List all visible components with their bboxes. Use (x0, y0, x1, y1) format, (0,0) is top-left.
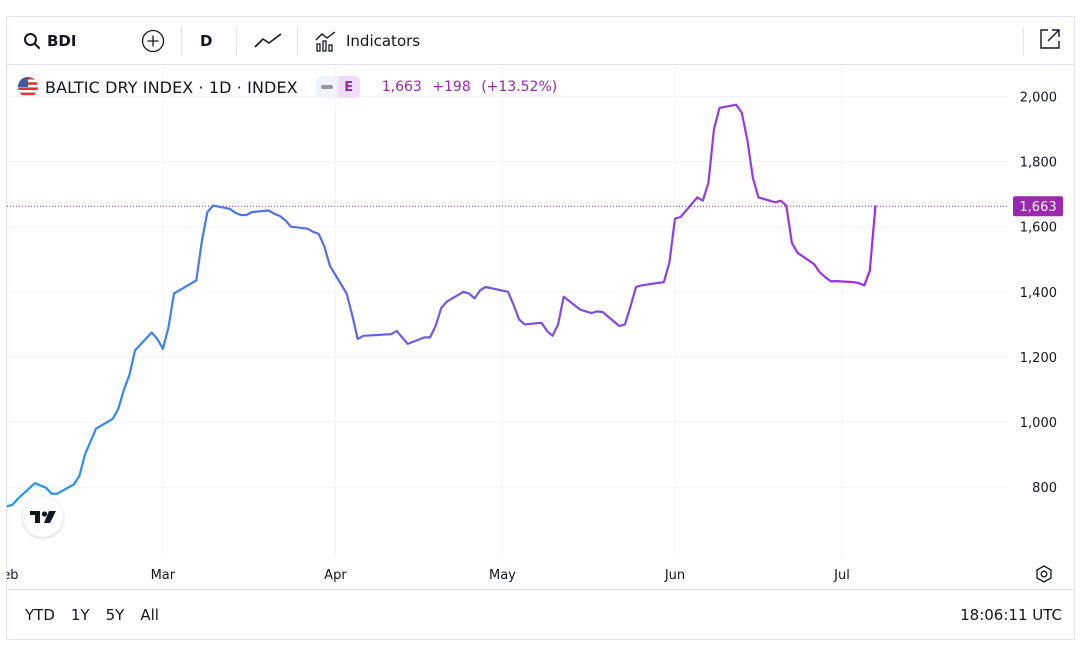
top-toolbar: BDI D Indicators (7, 17, 1074, 65)
symbol-label: BDI (47, 31, 77, 50)
interval-button[interactable]: D (200, 17, 222, 64)
toolbar-divider (236, 26, 237, 55)
line-chart-icon (254, 32, 282, 48)
bottom-toolbar: YTD 1Y 5Y All 18:06:11 UTC (7, 589, 1074, 639)
price-tag-box (1013, 196, 1063, 217)
series-line[interactable] (7, 103, 877, 508)
settings-icon-shape (1036, 565, 1052, 583)
external-link-icon (1040, 29, 1060, 49)
y-tick-label: 1,200 (1020, 351, 1057, 366)
range-ytd[interactable]: YTD (25, 605, 55, 624)
price-change: +198 (432, 79, 471, 95)
interval-label: D (200, 31, 213, 50)
indicators-icon (315, 30, 336, 52)
toolbar-divider (1023, 26, 1024, 55)
y-tick-label: 1,400 (1020, 286, 1057, 301)
x-tick-label: Feb (7, 568, 19, 583)
x-tick-label: May (489, 568, 516, 583)
y-tick-label: 2,000 (1020, 91, 1057, 106)
compare-button[interactable] (141, 17, 165, 64)
utc-clock: 18:06:11 UTC (960, 605, 1062, 624)
last-price: 1,663 (381, 79, 422, 95)
range-all[interactable]: All (140, 605, 159, 624)
price-change-percent: (+13.52%) (481, 79, 558, 95)
open-external-button[interactable] (1038, 27, 1062, 55)
tv-logo-icon (30, 511, 56, 523)
x-tick-label: Apr (324, 568, 347, 583)
y-tick-label: 1,600 (1020, 221, 1057, 236)
settings-icon-center (1040, 570, 1048, 578)
chart-title: BALTIC DRY INDEX · 1D · INDEX (45, 77, 298, 97)
legend-values: 1,663 +198 (+13.52%) (382, 79, 564, 95)
indicators-button[interactable]: Indicators (314, 17, 420, 64)
symbol-search[interactable]: BDI (23, 17, 133, 64)
chart-widget: BDI D Indicators (6, 16, 1075, 640)
legend-controls[interactable]: E (315, 76, 360, 98)
y-tick-label: 1,000 (1020, 416, 1057, 431)
indicators-label: Indicators (346, 31, 421, 50)
tradingview-logo[interactable] (23, 497, 63, 537)
x-tick-label: Jul (833, 568, 850, 583)
toolbar-divider (297, 26, 298, 55)
settings-icon[interactable] (1036, 565, 1052, 583)
us-flag-icon (18, 77, 38, 97)
search-icon (24, 32, 40, 49)
toolbar-divider (181, 26, 182, 55)
y-tick-label: 800 (1032, 481, 1057, 496)
exchange-badge: E (337, 76, 360, 98)
price-tag-label: 1,663 (1019, 200, 1056, 215)
price-chart[interactable]: 800 1,000 1,200 1,400 1,600 1,800 2,000 Feb Mar A… (7, 17, 1075, 591)
chart-type-button[interactable] (253, 17, 283, 64)
x-tick-label: Jun (664, 568, 685, 583)
legend-collapse-toggle[interactable] (315, 76, 338, 98)
range-1y[interactable]: 1Y (70, 605, 90, 624)
y-tick-label: 1,800 (1020, 156, 1057, 171)
chart-legend: BALTIC DRY INDEX · 1D · INDEX E 1,663 +1… (17, 73, 563, 101)
plus-circle-icon (141, 29, 165, 52)
range-5y[interactable]: 5Y (105, 605, 125, 624)
x-tick-label: Mar (151, 568, 176, 583)
